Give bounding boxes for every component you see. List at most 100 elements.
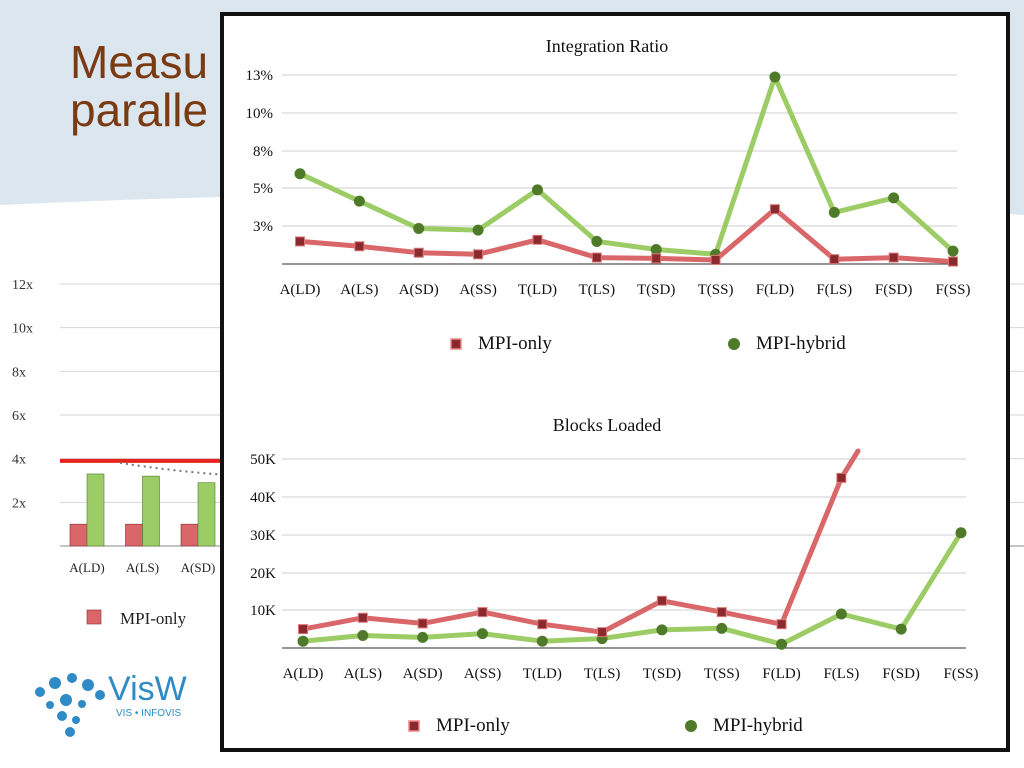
data-point-mpi-hybrid [769, 71, 781, 83]
legend-label-mpi-only: MPI-only [120, 609, 187, 628]
x-tick-label: F(LD) [756, 282, 794, 298]
data-point-mpi-only [477, 607, 488, 618]
y-tick-label: 4x [12, 453, 26, 468]
x-tick-label: A(LS) [126, 560, 159, 575]
data-point-mpi-hybrid [353, 195, 365, 207]
x-tick-label: T(LS) [584, 666, 621, 682]
data-point-mpi-only [836, 472, 847, 483]
bar-mpi-only [69, 523, 88, 547]
x-tick-label: T(LS) [578, 282, 615, 298]
y-tick-label: 12x [12, 278, 33, 293]
series-line-mpi-hybrid [297, 74, 956, 257]
bar-series-2 [197, 482, 216, 547]
molecule-icon [35, 673, 105, 737]
data-point-mpi-hybrid [716, 622, 728, 634]
data-point-mpi-only [597, 627, 608, 638]
y-tick-label: 20K [250, 566, 276, 582]
x-tick-label: F(SS) [943, 666, 978, 682]
data-point-mpi-hybrid [947, 245, 959, 257]
x-tick-label: A(LS) [340, 282, 378, 298]
data-point-mpi-only [473, 249, 484, 260]
legend-label-mpi-only: MPI-only [436, 715, 510, 736]
y-tick-label: 6x [12, 409, 26, 424]
line-charts: Integration Ratio 13% 10% 8% 5% 3% A(LD) A(LS) A… [246, 36, 979, 736]
data-point-mpi-only [656, 595, 667, 606]
data-point-mpi-hybrid [955, 527, 967, 539]
data-point-mpi-only [651, 253, 662, 264]
x-tick-label: A(LD) [280, 282, 321, 298]
legend-label-mpi-hybrid: MPI-hybrid [713, 715, 803, 736]
data-point-mpi-hybrid [357, 630, 369, 642]
data-point-mpi-only [537, 619, 548, 630]
bar-mpi-only [180, 523, 199, 547]
y-tick-label: 10% [246, 106, 274, 122]
bar-series-2 [142, 475, 160, 547]
legend-label-mpi-only: MPI-only [478, 333, 552, 354]
integration-ratio-chart: Integration Ratio 13% 10% 8% 5% 3% A(LD) A(LS) A… [246, 36, 971, 354]
logo-tagline: VIS • INFOVIS [116, 708, 182, 719]
data-point-mpi-hybrid [776, 638, 788, 650]
data-point-mpi-only [776, 619, 787, 630]
data-point-mpi-only [413, 247, 424, 258]
data-point-mpi-only [295, 236, 305, 247]
legend-label-mpi-hybrid: MPI-hybrid [756, 333, 846, 354]
slide-title: Measu paralle [70, 38, 208, 134]
data-point-mpi-only [710, 254, 721, 265]
data-point-mpi-hybrid [531, 184, 543, 196]
x-tick-label: F(LS) [823, 666, 859, 682]
data-point-mpi-hybrid [417, 631, 429, 643]
bar-series-2 [86, 473, 105, 547]
data-point-mpi-hybrid [413, 223, 425, 235]
data-point-mpi-hybrid [294, 168, 306, 180]
x-tick-label: F(LS) [816, 282, 852, 298]
data-point-mpi-only [769, 204, 780, 215]
data-point-mpi-hybrid [472, 224, 484, 236]
data-point-mpi-only [948, 256, 958, 267]
x-tick-label: A(LS) [344, 666, 382, 682]
x-tick-label: A(LD) [283, 666, 324, 682]
data-point-mpi-only [888, 252, 899, 263]
chart-title: Integration Ratio [546, 36, 668, 56]
x-tick-label: T(SS) [698, 282, 734, 298]
slide-title-line1: Measu [70, 36, 209, 88]
y-tick-label: 30K [250, 528, 276, 544]
x-tick-label: T(SS) [704, 666, 740, 682]
x-tick-label: T(LD) [523, 666, 562, 682]
data-point-mpi-hybrid [297, 635, 309, 647]
data-point-mpi-only [829, 254, 840, 265]
series-line-mpi-only [297, 206, 956, 265]
bar-mpi-only [125, 523, 143, 547]
legend-swatch-mpi-only [86, 609, 102, 625]
y-tick-label: 2x [12, 496, 26, 511]
x-tick-label: A(LD) [69, 560, 104, 575]
data-point-mpi-hybrid [828, 206, 840, 218]
chart-popup: Integration Ratio 13% 10% 8% 5% 3% A(LD) A(LS) A… [220, 12, 1010, 752]
legend-marker-mpi-hybrid [728, 338, 740, 350]
y-tick-label: 13% [246, 68, 274, 84]
data-point-mpi-only [532, 234, 543, 245]
x-tick-label: A(SS) [459, 282, 497, 298]
y-tick-label: 3% [253, 219, 273, 235]
y-tick-label: 8% [253, 144, 273, 160]
data-point-mpi-hybrid [888, 192, 900, 204]
y-tick-label: 40K [250, 490, 276, 506]
y-tick-label: 8x [12, 365, 26, 380]
slide-title-line2: paralle [70, 84, 209, 136]
data-point-mpi-hybrid [895, 623, 907, 635]
x-tick-label: A(SD) [181, 560, 216, 575]
data-point-mpi-hybrid [656, 624, 668, 636]
legend-marker-mpi-hybrid [685, 720, 697, 732]
data-point-mpi-hybrid [835, 608, 847, 620]
x-tick-label: A(SS) [464, 666, 502, 682]
data-point-mpi-hybrid [650, 243, 662, 255]
x-tick-label: F(SD) [875, 282, 913, 298]
trend-line [119, 461, 226, 476]
y-tick-label: 10K [250, 603, 276, 619]
y-tick-label: 5% [253, 181, 273, 197]
x-tick-label: A(SD) [399, 282, 439, 298]
data-point-mpi-hybrid [476, 628, 488, 640]
data-point-mpi-hybrid [591, 235, 603, 247]
y-tick-label: 50K [250, 452, 276, 468]
data-point-mpi-only [357, 612, 368, 623]
data-point-mpi-only [591, 252, 602, 263]
